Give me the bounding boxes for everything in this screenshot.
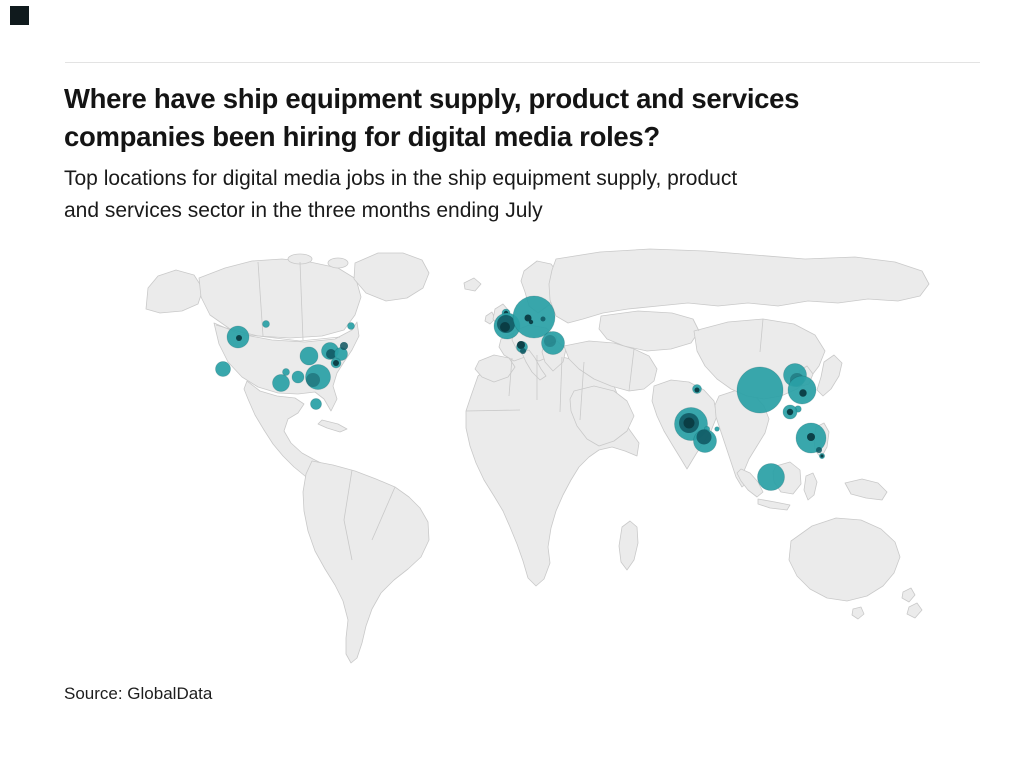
map-bubble-singapore-indonesia [757,463,785,491]
map-bubble-point [786,408,794,416]
map-bubble-point [820,454,824,458]
landmass-java [757,498,791,511]
landmass-iceland [463,277,482,292]
landmass-sumatra [736,468,764,498]
landmass-russia [548,248,930,324]
map-bubble-canada-east [347,322,355,330]
page-subtitle-line-2: and services sector in the three months … [64,199,543,222]
landmass-usa [213,321,360,412]
landmass-iberia [474,354,516,383]
map-bubble-us-california [215,361,231,377]
page-title-line-1: Where have ship equipment supply, produc… [64,83,800,114]
map-bubble-point [714,426,720,432]
landmass-japan [816,354,843,397]
landmass-greenland [353,252,430,302]
landmass-italy [521,349,547,381]
map-bubble-us-south-central [272,374,290,392]
landmass-new-zealand [901,587,916,603]
map-bubble-china [736,366,784,414]
map-bubble-point [694,387,700,393]
landmass-new-guinea [844,478,888,501]
country-borders [215,261,764,561]
map-bubble-point [696,429,712,445]
map-bubble-point [528,319,534,325]
map-bubble-us-gulf [310,398,322,410]
map-bubble-point [544,335,556,347]
map-bubble-point [291,370,305,384]
landmass-cuba [317,419,348,433]
map-bubble-us-midwest [299,346,319,366]
page-subtitle: Top locations for digital media jobs in … [64,163,964,227]
source-credit: Source: GlobalData [64,684,213,703]
map-bubble-point [799,389,807,397]
map-bubble-southeast-europe [541,331,565,355]
brand-square [10,6,29,25]
landmass-south-america [302,460,430,664]
map-bubble-point [333,360,339,366]
map-bubble-us-mountain [262,320,270,328]
map-bubble-point [807,433,815,441]
map-bubble-point [306,373,320,387]
map-bubble-point [282,368,290,376]
map-bubble-point [517,341,525,349]
map-bubble-point [236,335,242,341]
landmass-alaska [145,269,204,314]
map-bubble-point [520,348,526,354]
page-subtitle-line-1: Top locations for digital media jobs in … [64,167,738,190]
page-title-line-2: companies been hiring for digital media … [64,121,660,152]
landmass-central-asia [598,310,700,352]
map-bubble-northern-europe [512,295,556,339]
landmass-madagascar [618,520,639,571]
landmass-new-zealand [906,602,923,619]
landmass-tasmania [851,606,865,620]
map-bubble-point [326,349,336,359]
landmass-ireland [484,311,496,325]
landmass-sulawesi [803,472,818,501]
map-bubble-point [524,314,532,322]
map-bubble-point [540,316,546,322]
map-bubble-us-new-england [340,342,348,350]
map-bubble-point [816,447,822,453]
bubble-layer [215,295,827,491]
landmass-africa [465,354,640,587]
landmass-arctic-island [327,257,349,269]
landmass-australia [788,517,901,602]
landmass-arabia [569,385,635,447]
map-bubble-point [683,417,695,429]
map-bubble-point [500,322,510,332]
page-title: Where have ship equipment supply, produc… [64,80,984,156]
landmass-canada [198,258,362,339]
header-divider [65,62,980,63]
